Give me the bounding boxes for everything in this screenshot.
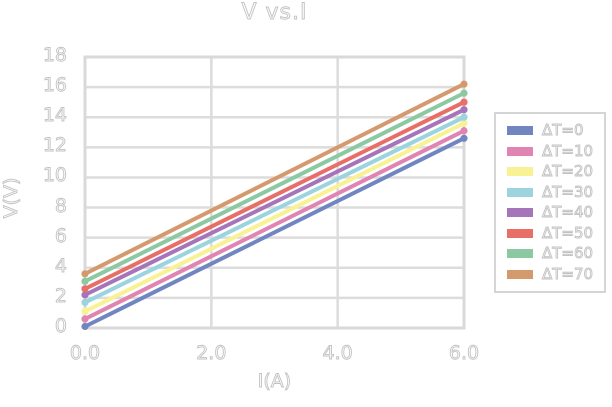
chart-title: V vs.I bbox=[241, 0, 308, 25]
legend: ΔT=0 ΔT=10 ΔT=20 ΔT=30 ΔT=40 ΔT=50 ΔT=60 ΔT=70 bbox=[494, 112, 606, 293]
y-tick-label: 16 bbox=[42, 74, 67, 97]
legend-item: ΔT=50 bbox=[496, 223, 604, 242]
legend-swatch bbox=[507, 126, 533, 136]
legend-item: ΔT=60 bbox=[496, 244, 604, 263]
legend-swatch bbox=[507, 228, 533, 238]
y-tick-label: 8 bbox=[54, 194, 67, 217]
x-tick-label: 4.0 bbox=[322, 342, 353, 364]
series-line bbox=[83, 107, 466, 297]
legend-swatch bbox=[507, 208, 533, 218]
legend-swatch bbox=[507, 146, 533, 156]
legend-item: ΔT=30 bbox=[496, 182, 604, 201]
legend-swatch bbox=[507, 187, 533, 197]
y-tick-label: 0 bbox=[54, 315, 67, 337]
data-point-marker bbox=[81, 322, 89, 331]
legend-label: ΔT=50 bbox=[542, 223, 594, 242]
data-point-marker bbox=[460, 106, 468, 114]
x-tick-label: 0.0 bbox=[69, 342, 101, 364]
legend-label: ΔT=40 bbox=[542, 203, 594, 222]
data-point-marker bbox=[81, 307, 89, 316]
legend-item: ΔT=0 bbox=[496, 121, 604, 140]
data-point-marker bbox=[81, 298, 89, 307]
legend-item: ΔT=10 bbox=[496, 141, 604, 160]
data-point-marker bbox=[460, 113, 468, 121]
series-line bbox=[83, 115, 466, 305]
data-point-marker bbox=[460, 98, 468, 106]
x-axis-label: I(A) bbox=[257, 370, 292, 392]
legend-item: ΔT=20 bbox=[496, 162, 604, 181]
data-point-marker bbox=[81, 277, 89, 285]
data-point-marker bbox=[460, 80, 468, 88]
series-line bbox=[83, 82, 466, 276]
x-tick-label: 2.0 bbox=[196, 342, 227, 364]
y-tick-label: 6 bbox=[54, 224, 67, 247]
series-line bbox=[83, 128, 466, 321]
data-point-marker bbox=[81, 285, 89, 293]
series-line bbox=[83, 100, 466, 291]
data-point-marker bbox=[81, 270, 89, 278]
legend-label: ΔT=60 bbox=[542, 244, 594, 263]
data-point-marker bbox=[460, 134, 468, 142]
legend-label: ΔT=70 bbox=[542, 264, 594, 283]
legend-swatch bbox=[507, 167, 533, 177]
legend-label: ΔT=0 bbox=[542, 121, 584, 140]
y-tick-label: 14 bbox=[42, 104, 67, 127]
data-point-marker bbox=[81, 315, 89, 323]
series-line bbox=[83, 136, 466, 329]
y-tick-label: 10 bbox=[42, 164, 67, 187]
legend-item: ΔT=40 bbox=[496, 203, 604, 222]
y-tick-label: 12 bbox=[42, 134, 67, 157]
y-tick-label: 2 bbox=[54, 284, 67, 307]
legend-item: ΔT=70 bbox=[496, 264, 604, 283]
legend-swatch bbox=[507, 269, 533, 279]
legend-label: ΔT=20 bbox=[542, 162, 594, 181]
y-tick-label: 18 bbox=[42, 44, 67, 66]
series-line bbox=[83, 121, 466, 314]
legend-label: ΔT=30 bbox=[542, 182, 594, 201]
data-point-marker bbox=[460, 119, 468, 127]
legend-swatch bbox=[507, 249, 533, 259]
x-tick-label: 6.0 bbox=[448, 342, 480, 364]
plot-frame bbox=[83, 55, 466, 330]
series-line bbox=[83, 91, 466, 284]
y-tick-label: 4 bbox=[54, 254, 67, 277]
data-point-marker bbox=[460, 127, 468, 135]
legend-label: ΔT=10 bbox=[542, 141, 594, 160]
data-point-marker bbox=[81, 291, 89, 299]
data-point-marker bbox=[460, 89, 468, 97]
